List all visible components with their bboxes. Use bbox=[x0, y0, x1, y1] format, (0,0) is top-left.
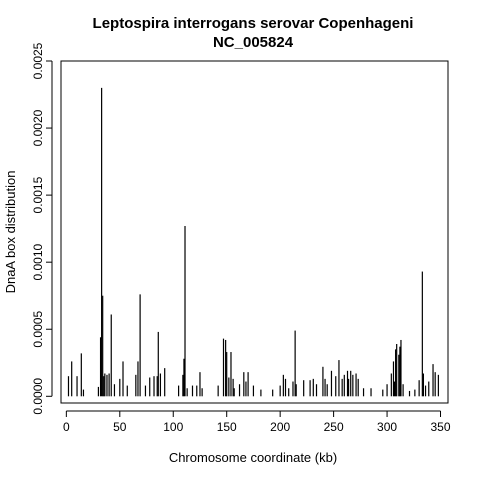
y-tick-label: 0.0025 bbox=[31, 42, 45, 79]
plot-frame bbox=[60, 60, 449, 404]
x-axis: 0 50 100 150 200 250 300 350 bbox=[63, 410, 451, 434]
bar-series bbox=[67, 87, 439, 397]
y-tick-label: 0.0015 bbox=[31, 176, 45, 213]
x-tick-label: 300 bbox=[377, 420, 397, 434]
x-tick-label: 200 bbox=[270, 420, 290, 434]
x-tick-label: 0 bbox=[63, 420, 70, 434]
chart-title: Leptospira interrogans serovar Copenhage… bbox=[93, 15, 414, 32]
y-axis-label: DnaA box distribution bbox=[3, 171, 18, 294]
x-tick-label: 350 bbox=[431, 420, 451, 434]
x-axis-label: Chromosome coordinate (kb) bbox=[169, 450, 337, 465]
y-tick-label: 0.0005 bbox=[31, 311, 45, 348]
x-tick-label: 50 bbox=[113, 420, 127, 434]
y-tick-label: 0.0000 bbox=[31, 378, 45, 415]
chart-subtitle: NC_005824 bbox=[213, 34, 294, 51]
x-tick-label: 100 bbox=[163, 420, 183, 434]
y-tick-label: 0.0020 bbox=[31, 109, 45, 146]
x-tick-label: 150 bbox=[217, 420, 237, 434]
y-tick-label: 0.0010 bbox=[31, 243, 45, 280]
y-axis: 0.0000 0.0005 0.0010 0.0015 0.0020 0.0025 bbox=[31, 42, 53, 415]
x-tick-label: 250 bbox=[324, 420, 344, 434]
